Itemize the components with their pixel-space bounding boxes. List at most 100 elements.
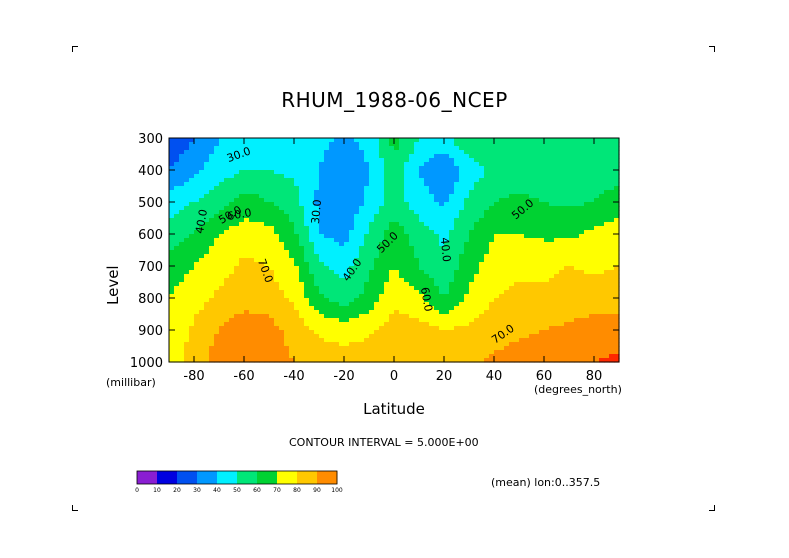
heatmap-cell — [214, 334, 220, 339]
heatmap-cell — [189, 330, 195, 335]
heatmap-cell — [359, 350, 365, 355]
heatmap-cell — [339, 262, 345, 267]
heatmap-cell — [299, 158, 305, 163]
heatmap-cell — [269, 234, 275, 239]
heatmap-cell — [379, 262, 385, 267]
heatmap-cell — [539, 266, 545, 271]
heatmap-cell — [299, 162, 305, 167]
heatmap-cell — [294, 166, 300, 171]
heatmap-cell — [474, 326, 480, 331]
heatmap-cell — [314, 210, 320, 215]
heatmap-cell — [399, 174, 405, 179]
heatmap-cell — [509, 150, 515, 155]
heatmap-cell — [514, 234, 520, 239]
heatmap-cell — [539, 350, 545, 355]
heatmap-cell — [194, 298, 200, 303]
heatmap-cell — [169, 358, 175, 363]
heatmap-cell — [219, 290, 225, 295]
heatmap-cell — [204, 334, 210, 339]
heatmap-cell — [484, 198, 490, 203]
heatmap-cell — [399, 318, 405, 323]
heatmap-cell — [489, 322, 495, 327]
heatmap-cell — [349, 154, 355, 159]
heatmap-cell — [459, 258, 465, 263]
heatmap-cell — [214, 278, 220, 283]
heatmap-cell — [409, 178, 415, 183]
heatmap-cell — [269, 322, 275, 327]
heatmap-cell — [399, 226, 405, 231]
heatmap-cell — [589, 274, 595, 279]
heatmap-cell — [409, 346, 415, 351]
heatmap-cell — [524, 298, 530, 303]
heatmap-cell — [379, 162, 385, 167]
heatmap-cell — [419, 346, 425, 351]
heatmap-cell — [404, 202, 410, 207]
heatmap-cell — [544, 322, 550, 327]
heatmap-cell — [589, 342, 595, 347]
heatmap-cell — [304, 190, 310, 195]
heatmap-cell — [259, 338, 265, 343]
heatmap-cell — [434, 322, 440, 327]
heatmap-cell — [309, 354, 315, 359]
heatmap-cell — [329, 186, 335, 191]
heatmap-cell — [484, 354, 490, 359]
heatmap-cell — [189, 138, 195, 143]
heatmap-cell — [254, 346, 260, 351]
heatmap-cell — [589, 238, 595, 243]
heatmap-cell — [604, 158, 610, 163]
heatmap-cell — [424, 346, 430, 351]
heatmap-cell — [564, 182, 570, 187]
heatmap-cell — [589, 294, 595, 299]
heatmap-cell — [364, 174, 370, 179]
heatmap-cell — [289, 314, 295, 319]
heatmap-cell — [569, 250, 575, 255]
heatmap-cell — [564, 246, 570, 251]
heatmap-cell — [219, 314, 225, 319]
heatmap-cell — [484, 342, 490, 347]
heatmap-cell — [469, 158, 475, 163]
heatmap-cell — [299, 298, 305, 303]
heatmap-cell — [539, 254, 545, 259]
heatmap-cell — [349, 174, 355, 179]
heatmap-cell — [329, 274, 335, 279]
heatmap-cell — [254, 302, 260, 307]
heatmap-cell — [274, 142, 280, 147]
heatmap-cell — [444, 222, 450, 227]
heatmap-cell — [474, 186, 480, 191]
heatmap-cell — [509, 254, 515, 259]
heatmap-cell — [184, 198, 190, 203]
heatmap-cell — [229, 278, 235, 283]
heatmap-cell — [569, 226, 575, 231]
heatmap-cell — [239, 162, 245, 167]
heatmap-cell — [184, 206, 190, 211]
heatmap-cell — [524, 250, 530, 255]
heatmap-cell — [544, 346, 550, 351]
heatmap-cell — [394, 214, 400, 219]
heatmap-cell — [219, 338, 225, 343]
heatmap-cell — [259, 166, 265, 171]
heatmap-cell — [434, 254, 440, 259]
heatmap-cell — [579, 138, 585, 143]
heatmap-cell — [484, 238, 490, 243]
heatmap-cell — [549, 302, 555, 307]
heatmap-cell — [339, 210, 345, 215]
heatmap-cell — [464, 302, 470, 307]
heatmap-cell — [429, 238, 435, 243]
heatmap-cell — [574, 250, 580, 255]
heatmap-cell — [369, 202, 375, 207]
heatmap-cell — [239, 258, 245, 263]
heatmap-cell — [234, 138, 240, 143]
heatmap-cell — [204, 298, 210, 303]
heatmap-cell — [559, 170, 565, 175]
heatmap-cell — [254, 226, 260, 231]
heatmap-cell — [544, 222, 550, 227]
heatmap-cell — [304, 254, 310, 259]
heatmap-cell — [249, 346, 255, 351]
heatmap-cell — [599, 170, 605, 175]
heatmap-cell — [179, 182, 185, 187]
heatmap-cell — [284, 298, 290, 303]
heatmap-cell — [469, 222, 475, 227]
heatmap-cell — [379, 138, 385, 143]
heatmap-cell — [464, 186, 470, 191]
heatmap-cell — [609, 202, 615, 207]
